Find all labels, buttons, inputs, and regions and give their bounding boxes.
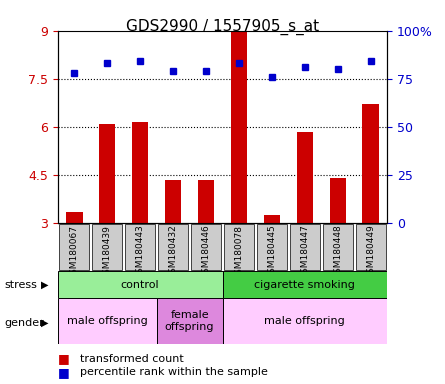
Bar: [257, 223, 287, 270]
Bar: [58, 271, 222, 298]
Text: GSM180439: GSM180439: [103, 225, 112, 280]
Bar: [362, 104, 379, 223]
Text: percentile rank within the sample: percentile rank within the sample: [80, 367, 268, 377]
Bar: [330, 178, 346, 223]
Bar: [356, 223, 386, 270]
Bar: [157, 298, 222, 344]
Text: GSM180443: GSM180443: [136, 225, 145, 280]
Bar: [264, 215, 280, 223]
Text: transformed count: transformed count: [80, 354, 184, 364]
Text: GSM180446: GSM180446: [202, 225, 210, 280]
Bar: [323, 223, 353, 270]
Text: GSM180449: GSM180449: [366, 225, 375, 280]
Bar: [99, 124, 116, 223]
Bar: [222, 298, 387, 344]
Bar: [224, 223, 254, 270]
Bar: [125, 223, 155, 270]
Text: cigarette smoking: cigarette smoking: [255, 280, 355, 290]
Text: GSM180067: GSM180067: [70, 225, 79, 280]
Text: stress: stress: [4, 280, 37, 290]
Text: male offspring: male offspring: [67, 316, 148, 326]
Text: GSM180445: GSM180445: [267, 225, 276, 280]
Text: ▶: ▶: [41, 280, 48, 290]
Bar: [58, 298, 157, 344]
Bar: [231, 31, 247, 223]
Text: GSM180432: GSM180432: [169, 225, 178, 280]
Text: ■: ■: [58, 353, 69, 366]
Bar: [222, 271, 387, 298]
Text: GSM180447: GSM180447: [300, 225, 309, 280]
Bar: [296, 132, 313, 223]
Bar: [59, 223, 89, 270]
Bar: [132, 122, 149, 223]
Bar: [191, 223, 221, 270]
Text: female
offspring: female offspring: [165, 310, 214, 332]
Bar: [198, 180, 214, 223]
Bar: [92, 223, 122, 270]
Text: GSM180448: GSM180448: [333, 225, 342, 280]
Text: GDS2990 / 1557905_s_at: GDS2990 / 1557905_s_at: [126, 19, 319, 35]
Bar: [290, 223, 320, 270]
Text: ▶: ▶: [41, 318, 48, 328]
Bar: [66, 212, 83, 223]
Bar: [158, 223, 188, 270]
Text: gender: gender: [4, 318, 44, 328]
Text: GSM180078: GSM180078: [235, 225, 243, 280]
Bar: [165, 180, 182, 223]
Text: ■: ■: [58, 366, 69, 379]
Text: male offspring: male offspring: [264, 316, 345, 326]
Text: control: control: [121, 280, 159, 290]
